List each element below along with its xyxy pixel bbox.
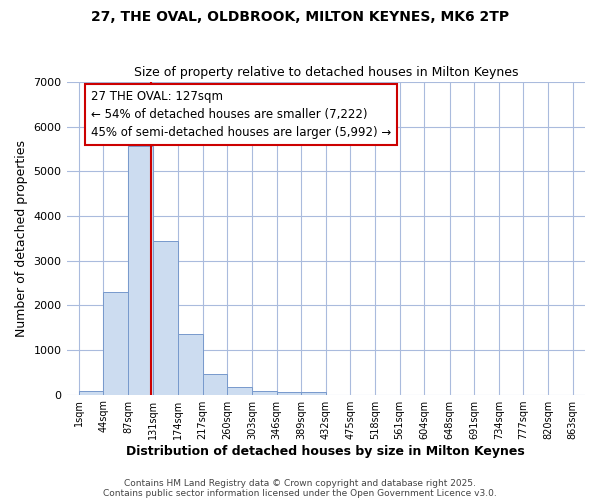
Title: Size of property relative to detached houses in Milton Keynes: Size of property relative to detached ho… — [134, 66, 518, 80]
Bar — [252, 392, 277, 394]
Text: 27, THE OVAL, OLDBROOK, MILTON KEYNES, MK6 2TP: 27, THE OVAL, OLDBROOK, MILTON KEYNES, M… — [91, 10, 509, 24]
Text: Contains HM Land Registry data © Crown copyright and database right 2025.: Contains HM Land Registry data © Crown c… — [124, 478, 476, 488]
Bar — [128, 146, 154, 394]
Text: 27 THE OVAL: 127sqm
← 54% of detached houses are smaller (7,222)
45% of semi-det: 27 THE OVAL: 127sqm ← 54% of detached ho… — [91, 90, 391, 139]
X-axis label: Distribution of detached houses by size in Milton Keynes: Distribution of detached houses by size … — [127, 444, 525, 458]
Bar — [301, 392, 326, 394]
Bar — [203, 374, 227, 394]
Bar — [103, 292, 128, 394]
Bar — [79, 391, 103, 394]
Bar — [227, 388, 252, 394]
Bar — [178, 334, 203, 394]
Text: Contains public sector information licensed under the Open Government Licence v3: Contains public sector information licen… — [103, 488, 497, 498]
Y-axis label: Number of detached properties: Number of detached properties — [15, 140, 28, 337]
Bar — [154, 240, 178, 394]
Bar — [277, 392, 301, 394]
